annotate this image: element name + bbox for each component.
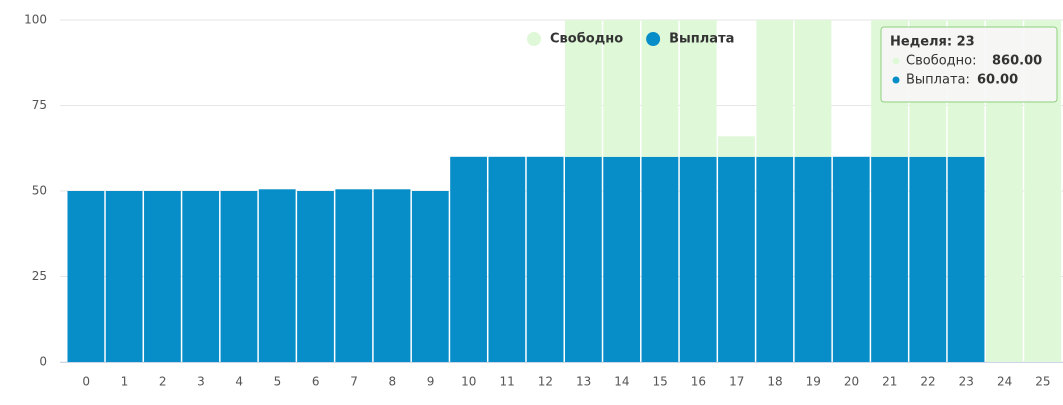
- x-tick-label: 19: [806, 375, 821, 389]
- bar: [718, 156, 755, 362]
- bar: [450, 156, 487, 362]
- x-tick-label: 23: [959, 375, 974, 389]
- x-tick-label: 4: [235, 375, 243, 389]
- bar: [756, 20, 794, 157]
- bar: [565, 156, 602, 362]
- tooltip-label: Выплата:: [906, 73, 970, 88]
- x-tick-label: 3: [197, 375, 205, 389]
- y-tick-label: 0: [39, 355, 47, 369]
- bar: [947, 156, 985, 362]
- x-tick-label: 14: [614, 375, 629, 389]
- x-tick-label: 16: [691, 375, 706, 389]
- x-tick-label: 21: [882, 375, 897, 389]
- bar: [258, 189, 296, 362]
- x-tick-label: 24: [997, 375, 1012, 389]
- bar: [105, 191, 143, 362]
- x-tick-label: 17: [729, 375, 744, 389]
- bar: [565, 20, 602, 157]
- tooltip-dot: [892, 76, 900, 84]
- y-tick-label: 100: [24, 13, 47, 27]
- bar: [641, 156, 679, 362]
- legend: Свободно Выплата: [527, 32, 734, 47]
- x-tick-label: 13: [576, 375, 591, 389]
- bar: [526, 156, 564, 362]
- tooltip-value: 60.00: [977, 73, 1018, 88]
- x-tick-label: 11: [499, 375, 514, 389]
- x-tick-label: 25: [1035, 375, 1050, 389]
- x-tick-label: 1: [121, 375, 129, 389]
- x-tick-label: 9: [427, 375, 435, 389]
- bar: [871, 156, 908, 362]
- bar: [756, 156, 794, 362]
- tooltip-value: 860.00: [992, 54, 1042, 69]
- bar: [220, 191, 258, 362]
- x-tick-label: 15: [653, 375, 668, 389]
- x-tick-label: 18: [767, 375, 782, 389]
- legend-label: Выплата: [669, 32, 734, 47]
- y-tick-label: 50: [32, 184, 47, 198]
- bar: [335, 189, 373, 362]
- y-tick-label: 25: [32, 269, 47, 283]
- legend-label: Свободно: [550, 32, 623, 47]
- bar: [679, 20, 717, 157]
- tooltip-header: Неделя: 23: [890, 35, 975, 50]
- legend-marker: [527, 32, 541, 46]
- bar: [144, 191, 181, 362]
- bar: [909, 156, 947, 362]
- x-tick-label: 8: [388, 375, 396, 389]
- bar: [603, 20, 641, 157]
- bar: [373, 189, 411, 362]
- bar: [794, 20, 832, 157]
- x-tick-label: 20: [844, 375, 859, 389]
- x-tick-label: 12: [538, 375, 553, 389]
- bar: [718, 136, 755, 157]
- y-tick-label: 75: [32, 98, 47, 112]
- x-tick-label: 5: [274, 375, 282, 389]
- x-tick-label: 22: [920, 375, 935, 389]
- x-tick-label: 7: [350, 375, 358, 389]
- x-tick-label: 10: [461, 375, 476, 389]
- x-tick-label: 6: [312, 375, 320, 389]
- tooltip: Неделя: 23 Свободно: 860.00 Выплата: 60.…: [880, 26, 1058, 103]
- bar: [832, 156, 870, 362]
- bar: [182, 191, 220, 362]
- bar: [794, 156, 832, 362]
- tooltip-dot: [892, 57, 900, 65]
- bar: [411, 191, 449, 362]
- bar: [488, 156, 526, 362]
- bar: [67, 191, 105, 362]
- bar: [603, 156, 641, 362]
- tooltip-box: [880, 26, 1058, 103]
- bar: [297, 191, 334, 362]
- legend-marker: [646, 32, 661, 46]
- x-tick-label: 2: [159, 375, 167, 389]
- x-tick-label: 0: [82, 375, 90, 389]
- tooltip-label: Свободно:: [906, 54, 976, 69]
- bar: [679, 156, 717, 362]
